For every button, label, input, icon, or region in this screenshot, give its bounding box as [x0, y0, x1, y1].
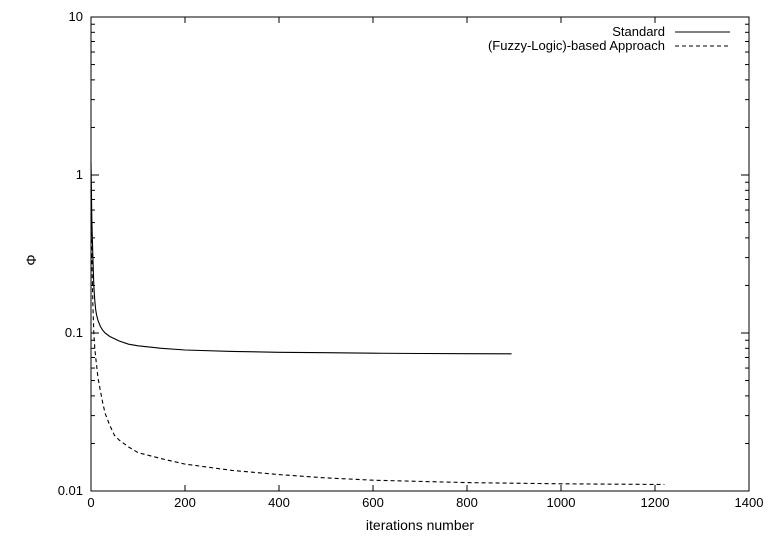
series-line-1 [90, 162, 512, 355]
x-tick-label: 600 [362, 495, 384, 510]
x-tick-label: 1200 [641, 495, 670, 510]
y-tick-label: 1 [76, 167, 83, 182]
y-tick-label: 0.1 [65, 325, 83, 340]
legend-label-2: (Fuzzy-Logic)-based Approach [488, 38, 665, 53]
x-tick-label: 1000 [547, 495, 576, 510]
y-axis-title: Φ [23, 254, 39, 265]
x-tick-label: 400 [268, 495, 290, 510]
x-tick-label: 200 [174, 495, 196, 510]
legend-label-1: Standard [612, 24, 665, 39]
x-tick-label: 0 [87, 495, 94, 510]
x-tick-label: 800 [456, 495, 478, 510]
y-tick-label: 0.01 [58, 483, 83, 498]
plot-frame [90, 16, 750, 492]
series-line-2 [90, 190, 665, 486]
y-tick-label: 10 [69, 9, 83, 24]
x-axis-title: iterations number [366, 517, 475, 533]
x-tick-label: 1400 [735, 495, 764, 510]
